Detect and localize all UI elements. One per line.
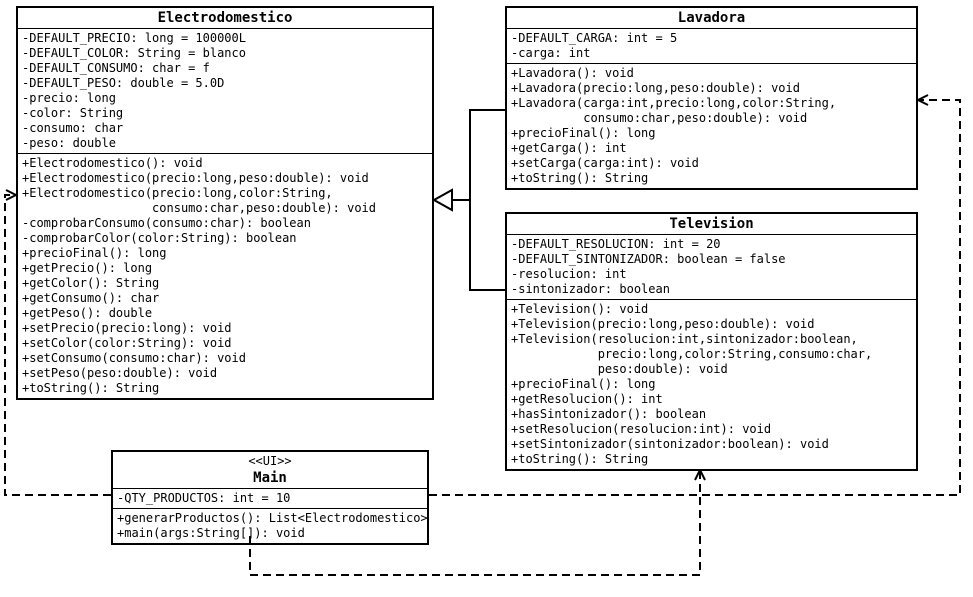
- dependency-arrowhead-icon: [6, 190, 16, 200]
- dependency-arrowhead-icon: [918, 95, 928, 105]
- class-methods: +generarProductos(): List<Electrodomesti…: [113, 509, 427, 543]
- dependency-arrowhead-icon: [695, 470, 705, 480]
- class-attributes: -DEFAULT_RESOLUCION: int = 20 -DEFAULT_S…: [507, 235, 916, 300]
- class-lavadora: Lavadora -DEFAULT_CARGA: int = 5 -carga:…: [505, 6, 918, 190]
- inheritance-arrowhead-icon: [434, 190, 452, 210]
- inheritance-edge: [452, 110, 505, 290]
- class-stereotype: <<UI>>: [113, 452, 427, 468]
- class-attributes: -DEFAULT_CARGA: int = 5 -carga: int: [507, 29, 916, 64]
- class-attributes: -DEFAULT_PRECIO: long = 100000L -DEFAULT…: [18, 29, 432, 154]
- class-main: <<UI>> Main -QTY_PRODUCTOS: int = 10 +ge…: [111, 450, 429, 545]
- class-title: Lavadora: [507, 8, 916, 29]
- class-title: Television: [507, 214, 916, 235]
- class-electrodomestico: Electrodomestico -DEFAULT_PRECIO: long =…: [16, 6, 434, 400]
- class-methods: +Lavadora(): void +Lavadora(precio:long,…: [507, 64, 916, 188]
- class-methods: +Electrodomestico(): void +Electrodomest…: [18, 154, 432, 398]
- class-title: Main: [113, 468, 427, 489]
- class-television: Television -DEFAULT_RESOLUCION: int = 20…: [505, 212, 918, 471]
- class-title: Electrodomestico: [18, 8, 432, 29]
- class-attributes: -QTY_PRODUCTOS: int = 10: [113, 489, 427, 509]
- class-methods: +Television(): void +Television(precio:l…: [507, 300, 916, 469]
